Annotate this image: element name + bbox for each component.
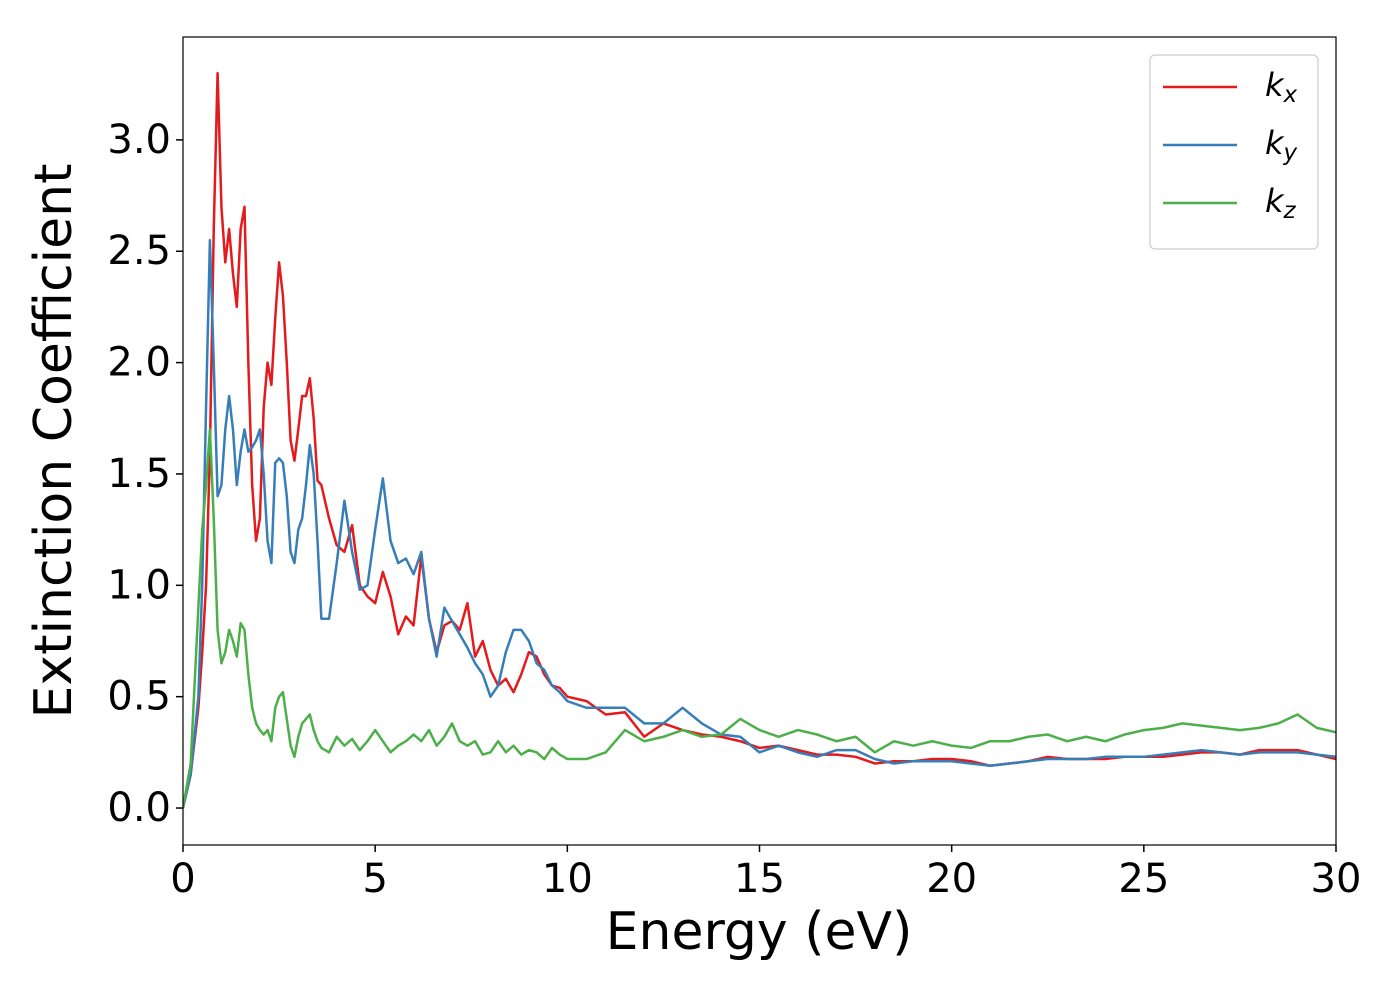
- x-tick-label: 30: [1311, 856, 1362, 902]
- x-tick-label: 0: [170, 856, 195, 902]
- x-tick-label: 15: [734, 856, 785, 902]
- x-tick-label: 10: [542, 856, 593, 902]
- legend-label: kz: [1265, 182, 1297, 224]
- plot: [183, 71, 1336, 809]
- x-tick-label: 25: [1118, 856, 1169, 902]
- x-axis-label: Energy (eV): [606, 902, 913, 962]
- series-line: [183, 238, 1336, 809]
- legend-label: kx: [1265, 66, 1298, 108]
- x-tick-label: 5: [362, 856, 387, 902]
- x-tick-label: 20: [926, 856, 977, 902]
- plot-frame: [182, 36, 1337, 846]
- y-tick-label: 2.5: [107, 228, 171, 274]
- y-tick-label: 3.0: [107, 117, 171, 163]
- y-tick-label: 0.5: [107, 674, 171, 720]
- y-tick-label: 1.0: [107, 562, 171, 608]
- legend-label: ky: [1265, 124, 1298, 166]
- y-tick-label: 2.0: [107, 340, 171, 386]
- y-axis-label: Extinction Coefficient: [24, 164, 84, 719]
- series-line: [183, 428, 1336, 809]
- legend-box: [1149, 54, 1319, 250]
- y-tick-label: 1.5: [107, 451, 171, 497]
- y-tick-label: 0.0: [107, 785, 171, 831]
